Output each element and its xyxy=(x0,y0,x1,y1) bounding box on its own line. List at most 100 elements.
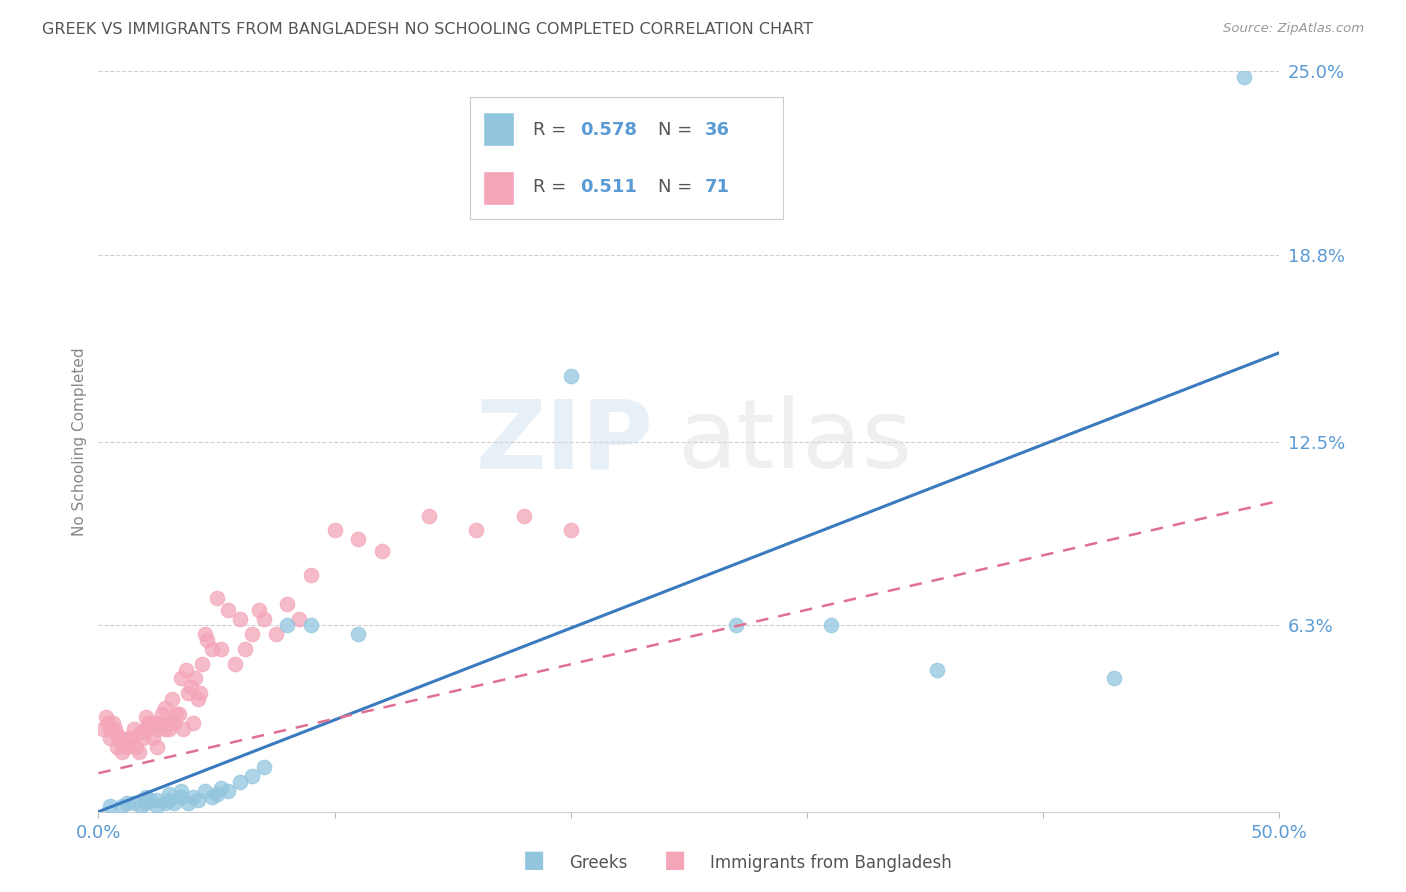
Point xyxy=(299,567,322,582)
Point xyxy=(98,722,121,736)
Point xyxy=(98,731,121,745)
Point xyxy=(111,798,134,813)
Point xyxy=(118,731,141,745)
Point xyxy=(240,627,263,641)
Point xyxy=(347,627,370,641)
Point xyxy=(217,784,239,798)
Point xyxy=(195,632,218,647)
Point xyxy=(157,793,180,807)
Point xyxy=(560,369,582,384)
Point xyxy=(149,715,172,730)
Point xyxy=(132,731,155,745)
Point xyxy=(194,784,217,798)
Text: Greeks: Greeks xyxy=(569,855,628,872)
Point xyxy=(247,603,270,617)
Point xyxy=(276,598,298,612)
Point xyxy=(512,508,534,523)
Point xyxy=(174,663,197,677)
Point xyxy=(177,796,200,810)
Point xyxy=(163,715,186,730)
Point xyxy=(418,508,440,523)
Point xyxy=(167,706,190,721)
Point xyxy=(121,731,143,745)
Point xyxy=(104,722,127,736)
Point xyxy=(122,796,145,810)
Point xyxy=(191,657,214,671)
Point xyxy=(105,728,128,742)
Text: ■: ■ xyxy=(664,848,686,872)
Point xyxy=(139,715,162,730)
Point xyxy=(97,715,120,730)
Point xyxy=(153,701,176,715)
Point xyxy=(146,722,169,736)
Point xyxy=(201,789,224,804)
Y-axis label: No Schooling Completed: No Schooling Completed xyxy=(72,347,87,536)
Point xyxy=(217,603,239,617)
Point xyxy=(157,715,180,730)
Point xyxy=(187,793,209,807)
Point xyxy=(115,796,138,810)
Point xyxy=(177,686,200,700)
Point xyxy=(105,739,128,754)
Point xyxy=(91,722,114,736)
Point xyxy=(224,657,246,671)
Point xyxy=(125,739,148,754)
Point xyxy=(153,796,176,810)
Point xyxy=(172,722,194,736)
Text: GREEK VS IMMIGRANTS FROM BANGLADESH NO SCHOOLING COMPLETED CORRELATION CHART: GREEK VS IMMIGRANTS FROM BANGLADESH NO S… xyxy=(42,22,813,37)
Point xyxy=(146,798,169,813)
Point xyxy=(135,796,157,810)
Point xyxy=(160,692,183,706)
Text: Immigrants from Bangladesh: Immigrants from Bangladesh xyxy=(710,855,952,872)
Point xyxy=(122,722,145,736)
Point xyxy=(136,715,159,730)
Point xyxy=(181,789,204,804)
Point xyxy=(233,641,256,656)
Point xyxy=(94,710,117,724)
Point xyxy=(925,663,948,677)
Point xyxy=(323,524,346,538)
Text: atlas: atlas xyxy=(678,395,912,488)
Point xyxy=(111,746,134,760)
Point xyxy=(253,760,276,774)
Point xyxy=(181,715,204,730)
Point xyxy=(194,627,217,641)
Point xyxy=(725,618,748,632)
Point xyxy=(209,780,232,795)
Point xyxy=(135,789,157,804)
Point xyxy=(135,722,157,736)
Point xyxy=(465,524,488,538)
Point xyxy=(157,722,180,736)
Point xyxy=(371,544,394,558)
Text: Source: ZipAtlas.com: Source: ZipAtlas.com xyxy=(1223,22,1364,36)
Point xyxy=(209,641,232,656)
Point xyxy=(347,533,370,547)
Point xyxy=(115,739,138,754)
Point xyxy=(184,672,207,686)
Point xyxy=(142,731,165,745)
Text: ■: ■ xyxy=(523,848,546,872)
Point xyxy=(146,793,169,807)
Point xyxy=(205,591,228,606)
Point xyxy=(170,789,193,804)
Point xyxy=(180,681,202,695)
Point xyxy=(229,775,252,789)
Point xyxy=(143,715,166,730)
Point xyxy=(128,746,150,760)
Point xyxy=(101,715,124,730)
Point xyxy=(129,724,152,739)
Point xyxy=(98,798,121,813)
Point xyxy=(153,722,176,736)
Point xyxy=(201,641,224,656)
Point xyxy=(150,706,173,721)
Point xyxy=(1102,672,1125,686)
Point xyxy=(820,618,842,632)
Point xyxy=(139,793,162,807)
Point xyxy=(240,769,263,783)
Point xyxy=(163,796,186,810)
Point xyxy=(229,612,252,626)
Point xyxy=(188,686,211,700)
Point xyxy=(253,612,276,626)
Point xyxy=(276,618,298,632)
Point xyxy=(299,618,322,632)
